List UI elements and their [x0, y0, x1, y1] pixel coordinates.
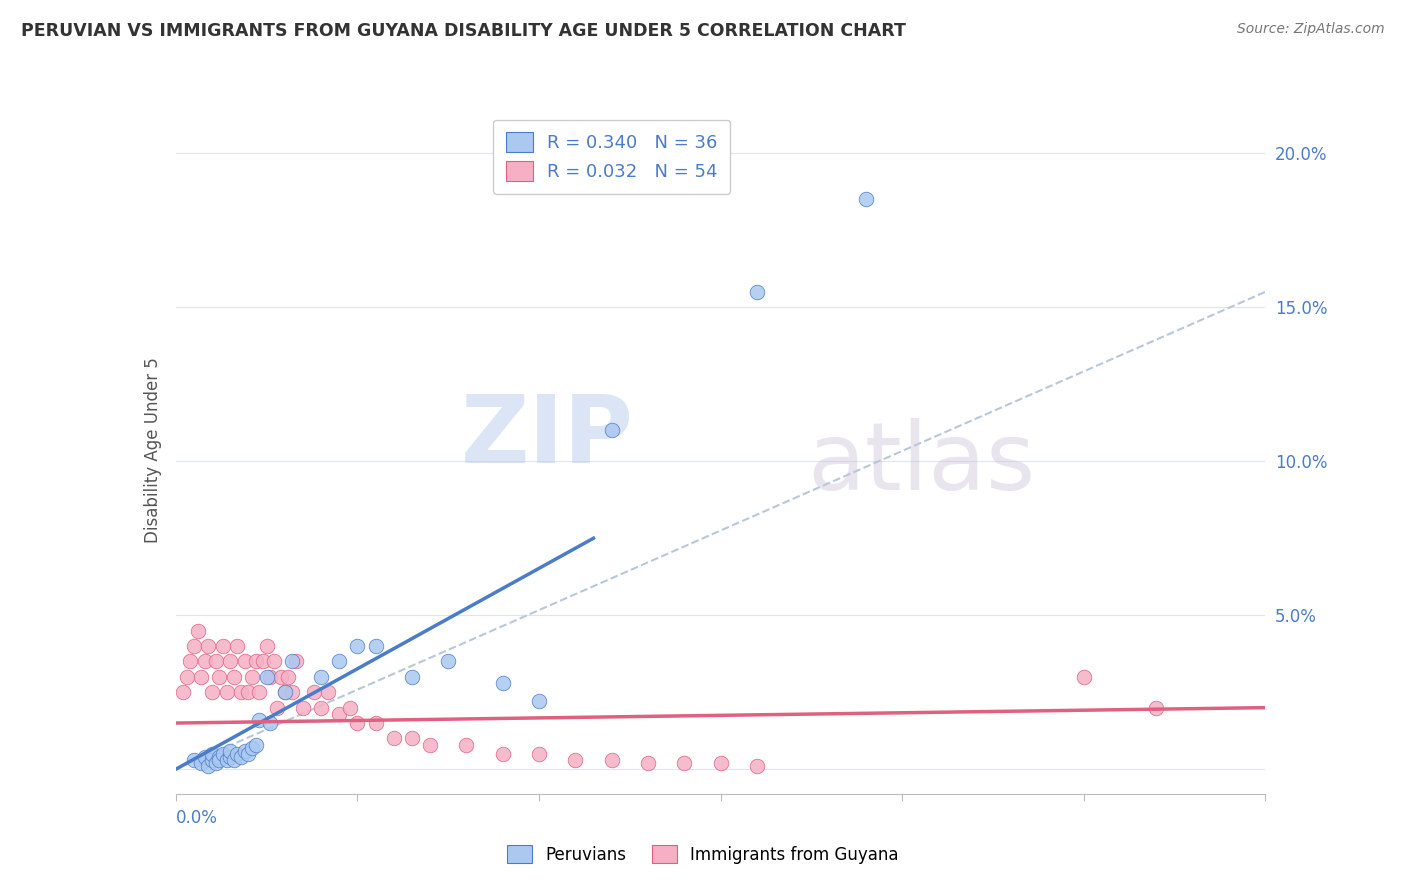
Point [364, 639, 387, 653]
Point [401, 670, 423, 684]
Point [328, 706, 350, 721]
Point [240, 740, 263, 755]
Point [328, 655, 350, 669]
Point [492, 747, 515, 761]
Point [437, 655, 460, 669]
Point [252, 655, 274, 669]
Legend: R = 0.340   N = 36, R = 0.032   N = 54: R = 0.340 N = 36, R = 0.032 N = 54 [494, 120, 730, 194]
Point [637, 756, 659, 770]
Point [194, 750, 217, 764]
Text: Source: ZipAtlas.com: Source: ZipAtlas.com [1237, 22, 1385, 37]
Point [238, 685, 260, 699]
Point [212, 747, 235, 761]
Point [364, 716, 387, 731]
Point [309, 670, 332, 684]
Point [382, 731, 405, 746]
Point [263, 655, 285, 669]
Point [274, 685, 297, 699]
Text: atlas: atlas [807, 418, 1036, 510]
Point [346, 716, 368, 731]
Point [233, 744, 256, 758]
Point [233, 655, 256, 669]
Point [346, 639, 368, 653]
Point [256, 639, 278, 653]
Point [222, 753, 245, 767]
Point [492, 676, 515, 690]
Point [259, 716, 281, 731]
Point [274, 685, 297, 699]
Point [673, 756, 696, 770]
Point [401, 731, 423, 746]
Point [710, 756, 733, 770]
Point [197, 639, 219, 653]
Point [231, 685, 253, 699]
Point [270, 670, 292, 684]
Point [745, 285, 768, 299]
Text: 0.0%: 0.0% [176, 809, 218, 827]
Point [309, 700, 332, 714]
Point [855, 193, 877, 207]
Point [183, 753, 205, 767]
Point [186, 624, 209, 638]
Point [238, 747, 260, 761]
Point [219, 744, 242, 758]
Point [176, 670, 198, 684]
Point [219, 750, 242, 764]
Point [201, 685, 224, 699]
Point [527, 694, 550, 708]
Text: PERUVIAN VS IMMIGRANTS FROM GUYANA DISABILITY AGE UNDER 5 CORRELATION CHART: PERUVIAN VS IMMIGRANTS FROM GUYANA DISAB… [21, 22, 905, 40]
Point [419, 738, 441, 752]
Point [259, 670, 281, 684]
Legend: Peruvians, Immigrants from Guyana: Peruvians, Immigrants from Guyana [501, 838, 905, 871]
Point [183, 639, 205, 653]
Point [179, 655, 201, 669]
Point [247, 685, 270, 699]
Point [208, 750, 231, 764]
Point [281, 685, 304, 699]
Point [190, 670, 212, 684]
Point [339, 700, 361, 714]
Point [201, 747, 224, 761]
Point [291, 700, 314, 714]
Point [204, 655, 226, 669]
Point [231, 750, 253, 764]
Point [1073, 670, 1095, 684]
Point [527, 747, 550, 761]
Point [245, 738, 267, 752]
Point [190, 756, 212, 770]
Point [240, 670, 263, 684]
Point [281, 655, 304, 669]
Point [600, 753, 623, 767]
Point [222, 670, 245, 684]
Text: ZIP: ZIP [461, 391, 633, 483]
Point [208, 670, 231, 684]
Point [600, 424, 623, 438]
Y-axis label: Disability Age Under 5: Disability Age Under 5 [143, 358, 162, 543]
Point [564, 753, 586, 767]
Point [208, 753, 231, 767]
Point [284, 655, 307, 669]
Point [226, 639, 249, 653]
Point [1146, 700, 1168, 714]
Point [318, 685, 340, 699]
Point [215, 685, 238, 699]
Point [172, 685, 194, 699]
Point [247, 713, 270, 727]
Point [245, 655, 267, 669]
Point [219, 655, 242, 669]
Point [745, 759, 768, 773]
Point [201, 753, 224, 767]
Point [266, 700, 288, 714]
Point [456, 738, 478, 752]
Point [197, 759, 219, 773]
Point [215, 753, 238, 767]
Point [194, 655, 217, 669]
Point [256, 670, 278, 684]
Point [302, 685, 325, 699]
Point [226, 747, 249, 761]
Point [204, 756, 226, 770]
Point [212, 639, 235, 653]
Point [277, 670, 299, 684]
